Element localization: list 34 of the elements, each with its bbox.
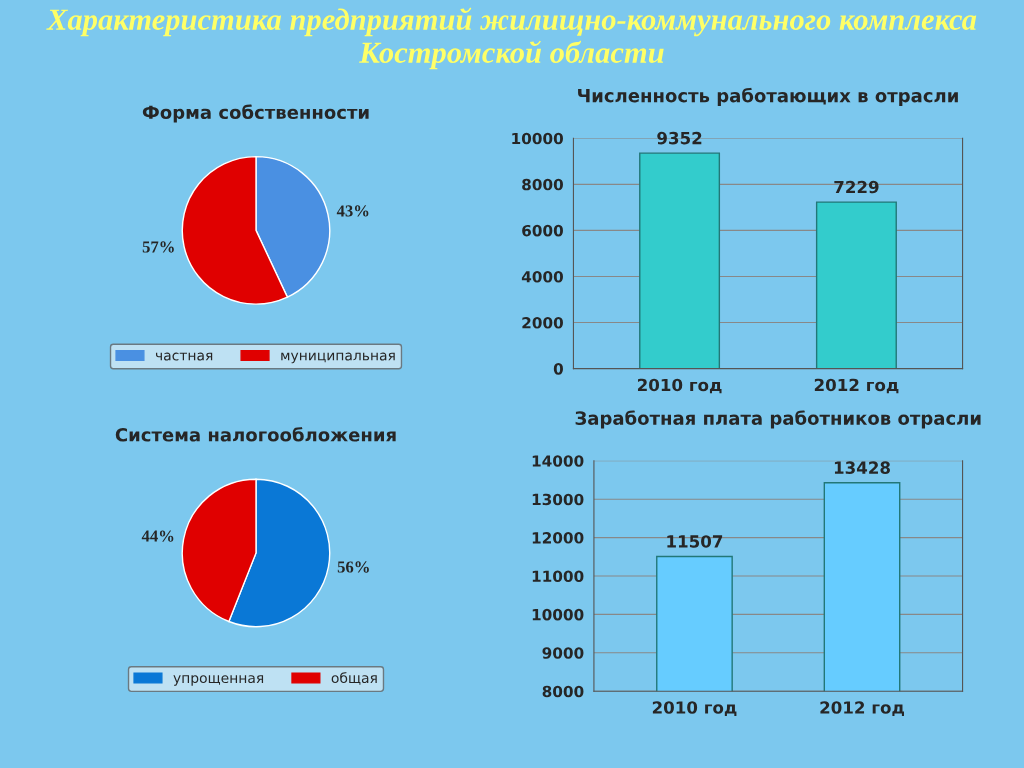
data-label: 43% bbox=[336, 205, 369, 217]
x-tick-label: 2012 год bbox=[820, 701, 904, 716]
data-label: 13428 bbox=[834, 461, 890, 474]
y-tick-label: 10000 bbox=[532, 608, 584, 621]
legend-label: частная bbox=[155, 352, 213, 361]
y-tick-label: 8000 bbox=[522, 178, 563, 191]
y-tick-label: 12000 bbox=[532, 532, 584, 544]
legend-label: упрощенная bbox=[173, 675, 264, 686]
y-tick-label: 2000 bbox=[522, 317, 563, 329]
y-tick-label: 14000 bbox=[532, 455, 584, 467]
x-tick-label: 2010 год bbox=[652, 701, 737, 716]
data-label: 7229 bbox=[834, 180, 879, 194]
x-tick-label: 2010 год bbox=[637, 378, 722, 394]
y-tick-label: 9000 bbox=[542, 647, 584, 659]
data-label: 9352 bbox=[657, 131, 702, 145]
y-tick-label: 8000 bbox=[542, 685, 584, 698]
y-tick-label: 6000 bbox=[522, 224, 563, 237]
y-tick-label: 11000 bbox=[532, 570, 584, 583]
data-label: 44% bbox=[141, 530, 174, 542]
data-label: 57% bbox=[142, 241, 174, 253]
y-tick-label: 10000 bbox=[512, 132, 563, 145]
y-tick-label: 0 bbox=[553, 363, 563, 375]
chart-title: Система налогообложения bbox=[115, 427, 396, 442]
chart-title: Форма собственности bbox=[142, 104, 369, 123]
x-tick-label: 2012 год bbox=[814, 378, 899, 394]
y-tick-label: 4000 bbox=[521, 270, 563, 283]
legend-label: муниципальная bbox=[281, 352, 395, 364]
text: Характеристика предприятий жилищно-коммунального комплекса Костромской области bbox=[46, 7, 977, 70]
chart-title: Численность работающих в отрасли bbox=[578, 87, 958, 106]
data-label: 56% bbox=[337, 561, 369, 573]
chart-title: Заработная плата работников отрасли bbox=[575, 410, 981, 429]
y-tick-label: 13000 bbox=[532, 493, 584, 506]
legend-label: общая bbox=[331, 672, 377, 685]
data-label: 11507 bbox=[667, 535, 723, 548]
